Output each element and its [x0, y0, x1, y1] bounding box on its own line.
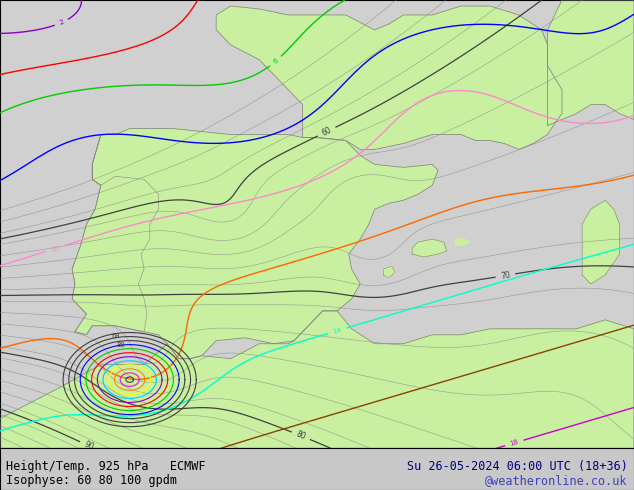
Polygon shape: [72, 128, 438, 359]
Text: 18: 18: [509, 439, 519, 447]
Polygon shape: [548, 0, 634, 125]
Polygon shape: [0, 311, 634, 448]
Text: 60: 60: [111, 333, 120, 339]
Text: @weatheronline.co.uk: @weatheronline.co.uk: [485, 474, 628, 487]
Polygon shape: [412, 239, 447, 257]
Text: 70: 70: [500, 270, 511, 281]
Text: 10: 10: [50, 244, 60, 253]
Text: 6: 6: [272, 57, 280, 65]
Text: 60: 60: [320, 125, 333, 138]
Polygon shape: [216, 6, 562, 149]
Text: 80: 80: [117, 342, 126, 348]
Text: Su 26-05-2024 06:00 UTC (18+36): Su 26-05-2024 06:00 UTC (18+36): [407, 460, 628, 473]
Text: 90: 90: [82, 440, 95, 452]
Text: 80: 80: [295, 430, 307, 441]
Text: Isophyse: 60 80 100 gpdm: Isophyse: 60 80 100 gpdm: [6, 474, 178, 487]
Text: 14: 14: [332, 327, 342, 335]
Text: 2: 2: [58, 19, 65, 26]
Text: Height/Temp. 925 hPa   ECMWF: Height/Temp. 925 hPa ECMWF: [6, 460, 206, 473]
Polygon shape: [384, 266, 395, 278]
Polygon shape: [455, 239, 470, 245]
Polygon shape: [582, 200, 619, 284]
